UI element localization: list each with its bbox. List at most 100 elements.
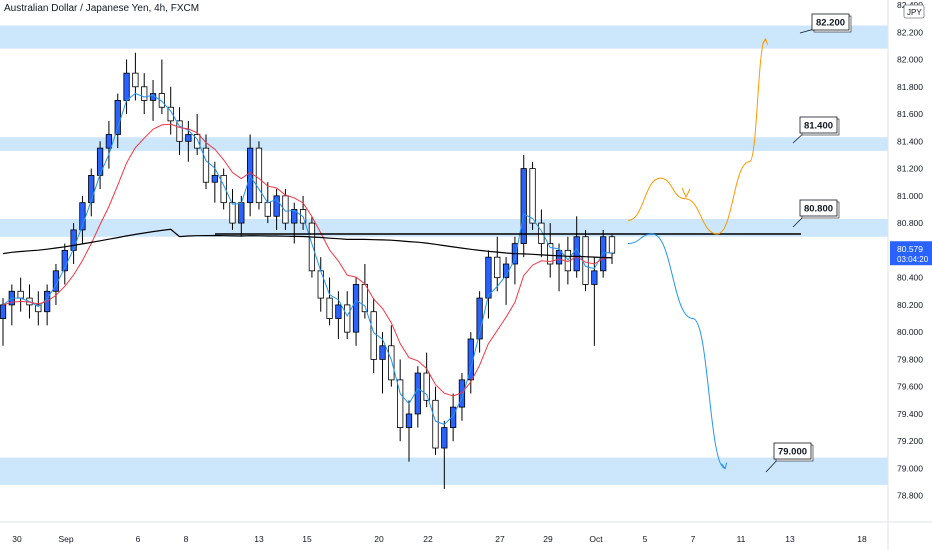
current-price-tag[interactable] [890,241,932,266]
candle[interactable] [370,311,377,360]
candle[interactable] [388,345,395,381]
candle[interactable] [308,222,316,272]
candle[interactable] [441,427,448,449]
candle[interactable] [344,304,351,333]
y-tick-label: 79.400 [897,409,923,419]
x-tick-label: 13 [254,534,264,544]
callout-label: 80.800 [804,204,833,215]
candle[interactable] [114,100,121,135]
y-tick-label: 81.800 [897,82,923,92]
projection-blue-arrowhead [721,462,728,470]
candle[interactable] [220,174,227,204]
callout-79.000[interactable] [773,442,812,460]
candle[interactable] [476,297,483,340]
candle[interactable] [79,202,86,231]
candle[interactable] [202,147,210,183]
candle[interactable] [555,249,563,265]
candle[interactable] [397,379,404,428]
y-tick-label: 82.200 [897,27,923,37]
candle[interactable] [352,284,360,333]
candle[interactable] [573,236,580,272]
y-tick-label: 80.200 [897,300,923,310]
callout-label: 81.400 [804,121,833,132]
callout-81.400[interactable] [799,116,838,134]
candle[interactable] [379,345,386,360]
candle[interactable] [449,406,457,428]
x-tick-label: 30 [12,534,22,544]
candle[interactable] [432,399,439,449]
candle[interactable] [96,147,104,176]
ma-long-line [2,228,613,259]
y-tick-label: 78.800 [897,491,923,501]
candle[interactable] [105,134,113,149]
x-tick-label: 29 [543,534,553,544]
candle[interactable] [255,147,263,204]
candle[interactable] [608,236,616,254]
candle[interactable] [291,209,298,224]
current-price-countdown: 03:04:20 [897,255,929,264]
x-tick-label: 11 [737,534,746,544]
candle[interactable] [176,120,183,142]
y-tick-label: 81.200 [897,164,923,174]
candle[interactable] [529,168,536,224]
x-tick-label: 8 [184,534,189,544]
candle[interactable] [211,174,218,183]
candle[interactable] [0,304,7,319]
candle[interactable] [123,72,130,101]
candle[interactable] [600,236,607,272]
currency-badge[interactable] [903,4,925,19]
candle[interactable] [185,134,192,142]
zone-82.200 [0,25,888,49]
candle[interactable] [88,174,95,204]
candle[interactable] [405,413,413,428]
callout-82.200[interactable] [811,13,850,31]
candle[interactable] [335,304,342,319]
candle[interactable] [264,202,271,217]
currency-badge-label: JPY [907,8,922,17]
x-tick-label: 20 [374,534,384,544]
candle[interactable] [361,284,369,313]
x-tick-label: 7 [691,534,696,544]
candle[interactable] [61,249,68,272]
y-tick-label: 81.000 [897,191,923,201]
candle[interactable] [485,256,492,299]
x-tick-label: 6 [136,534,141,544]
candle[interactable] [194,134,201,149]
callout-80.800[interactable] [799,199,838,217]
candle[interactable] [70,229,77,251]
candle[interactable] [167,106,174,122]
candle[interactable] [273,195,280,217]
candle[interactable] [282,195,289,224]
candle[interactable] [423,372,430,401]
candle[interactable] [326,297,333,319]
y-tick-label: 80.400 [897,273,923,283]
y-tick-label: 81.600 [897,109,923,119]
x-tick-label: 13 [785,534,795,544]
y-tick-label: 80.000 [897,327,923,337]
projection-orange[interactable] [627,38,767,235]
candle[interactable] [238,202,245,224]
callout-label: 79.000 [778,447,807,458]
candle[interactable] [35,304,42,313]
y-tick-label: 79.000 [897,463,923,473]
projection-blue[interactable] [627,233,726,469]
candle[interactable] [520,168,527,244]
zone-81.400 [0,137,888,151]
candle[interactable] [158,93,166,108]
candle[interactable] [52,270,60,292]
candle[interactable] [141,86,148,101]
candle[interactable] [494,256,501,279]
callout-label: 82.200 [816,18,845,29]
candle[interactable] [414,372,421,415]
y-tick-label: 79.600 [897,382,923,392]
candle[interactable] [229,202,236,224]
candle[interactable] [17,290,24,299]
x-tick-label: 22 [423,534,433,544]
y-tick-label: 80.800 [897,218,923,228]
candle[interactable] [132,72,139,88]
x-tick-label: 27 [495,534,505,544]
candle[interactable] [547,243,554,265]
candle[interactable] [591,270,598,285]
